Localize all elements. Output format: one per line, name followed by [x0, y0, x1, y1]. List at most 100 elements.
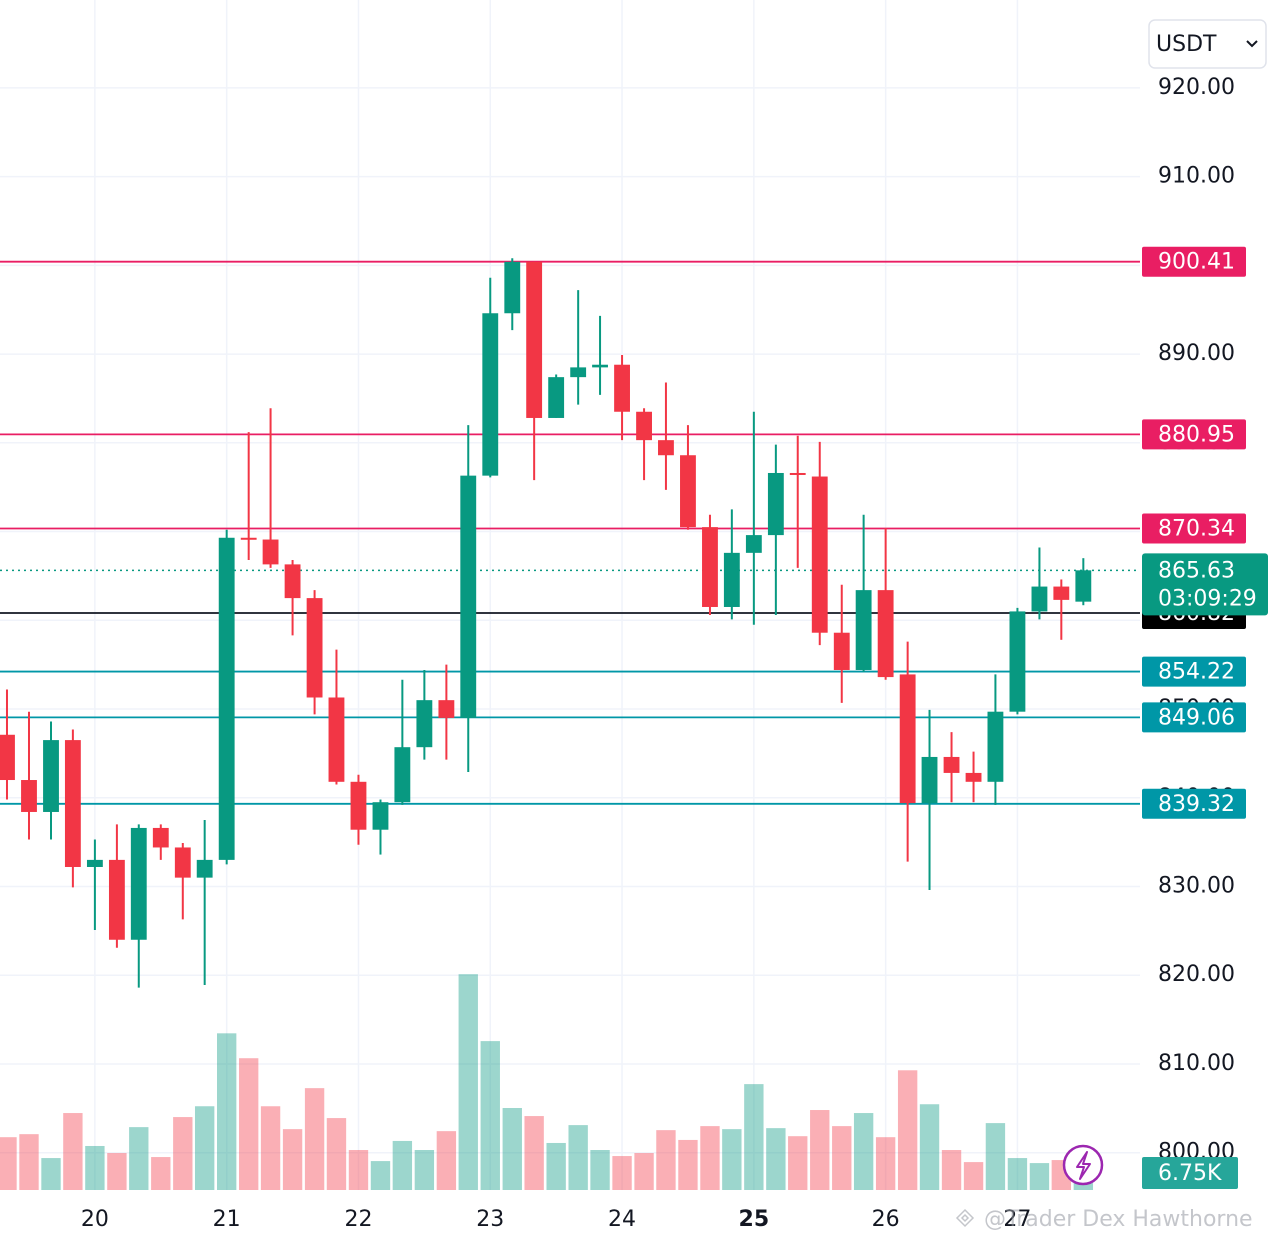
candle-body [328, 697, 345, 782]
candle-body [108, 859, 125, 940]
watermark-group: @Trader Dex Hawthorne [955, 1207, 1253, 1232]
level-label-bg [1142, 656, 1246, 687]
volume-bar [260, 1106, 281, 1190]
candle-body [570, 367, 587, 378]
y-tick-label: 920.00 [1158, 75, 1235, 100]
volume-bar [985, 1123, 1006, 1190]
y-tick-label: 910.00 [1158, 164, 1235, 189]
volume-bar [458, 974, 478, 1190]
x-tick-label: 20 [81, 1207, 109, 1232]
volume-bar [41, 1158, 61, 1190]
volume-bar [436, 1131, 457, 1190]
volume-bar [216, 1033, 237, 1190]
candle-body [1031, 586, 1048, 612]
level-label: 900.41 [1158, 250, 1235, 275]
candle-body [1053, 586, 1070, 600]
volume-bar [941, 1150, 962, 1190]
candle-body [548, 377, 565, 418]
candle-body [174, 847, 191, 878]
volume-bar [919, 1104, 940, 1190]
lightning-button[interactable] [1062, 1144, 1104, 1186]
candle-body [394, 747, 411, 803]
candle-body [877, 590, 894, 678]
level-label: 839.32 [1158, 792, 1235, 817]
candle-body [218, 537, 235, 860]
candle-body [1075, 570, 1092, 602]
candle-body [1009, 611, 1026, 712]
volume-bar [963, 1162, 984, 1190]
volume-bar [744, 1084, 764, 1190]
candle-body [855, 590, 872, 670]
volume-bar [853, 1113, 874, 1190]
candle-layer [0, 258, 1092, 988]
level-label: 849.06 [1158, 705, 1235, 730]
candle-body [482, 313, 499, 476]
volume-bar [348, 1150, 369, 1190]
volume-bar [700, 1126, 720, 1190]
volume-bar [239, 1058, 259, 1190]
candle-body [811, 476, 828, 633]
candle-body [86, 859, 103, 867]
volume-bar [1029, 1163, 1050, 1190]
candle-body [240, 537, 257, 540]
volume-bar [502, 1108, 522, 1190]
candle-body [658, 440, 674, 456]
currency-box[interactable] [1148, 19, 1267, 69]
volume-bar [612, 1156, 632, 1190]
candle-body [306, 598, 323, 698]
volume-bar [766, 1128, 786, 1190]
candle-body [987, 711, 1004, 782]
x-tick-label: 27 [1003, 1207, 1031, 1232]
candle-body [43, 740, 59, 812]
volume-label-bg [1142, 1157, 1238, 1190]
volume-bar [414, 1150, 435, 1190]
volume-bar [173, 1117, 193, 1190]
watermark: @Trader Dex Hawthorne [984, 1207, 1253, 1232]
volume-bar [63, 1113, 83, 1190]
volume-bar [151, 1157, 171, 1190]
x-tick-label: 25 [739, 1207, 770, 1232]
x-tick-label: 26 [872, 1207, 900, 1232]
volume-bar [326, 1118, 347, 1190]
volume-bar [129, 1127, 149, 1190]
volume-bar [590, 1150, 610, 1190]
volume-bar [546, 1142, 566, 1190]
volume-bar [875, 1137, 896, 1190]
last-price-label-bg [1142, 553, 1268, 616]
level-label: 880.95 [1158, 422, 1235, 447]
x-tick-label: 22 [344, 1207, 372, 1232]
countdown-label: 03:09:29 [1158, 586, 1257, 611]
watermark-logo [955, 1208, 975, 1228]
lightning-bolt[interactable] [1076, 1151, 1091, 1180]
candle-body [284, 564, 301, 599]
candle-body [152, 827, 169, 848]
x-tick-label: 24 [608, 1207, 636, 1232]
candle-body [592, 364, 608, 368]
currency-label[interactable]: USDT [1156, 32, 1217, 57]
currency-selector[interactable]: USDT [1148, 19, 1267, 69]
volume-bar [304, 1088, 325, 1190]
candle-body [504, 261, 521, 314]
volume-bar [480, 1041, 500, 1190]
candle-body [262, 539, 279, 565]
volume-bar [85, 1145, 105, 1190]
volume-bar [568, 1125, 588, 1190]
level-label-bg [1142, 788, 1246, 819]
candle-body [526, 261, 543, 418]
candle-body [460, 475, 477, 718]
candle-body [899, 674, 916, 804]
dropdown-arrow[interactable] [1246, 40, 1258, 48]
volume-bar [524, 1116, 544, 1190]
x-tick-label: 23 [476, 1207, 504, 1232]
candle-body [416, 700, 433, 748]
y-tick-label: 830.00 [1158, 874, 1235, 899]
candle-body [614, 364, 630, 412]
candle-body [767, 472, 784, 536]
last-price-label: 865.63 [1158, 558, 1235, 583]
candle-body [350, 781, 367, 830]
volume-bar [0, 1137, 17, 1190]
candle-body [680, 455, 696, 528]
